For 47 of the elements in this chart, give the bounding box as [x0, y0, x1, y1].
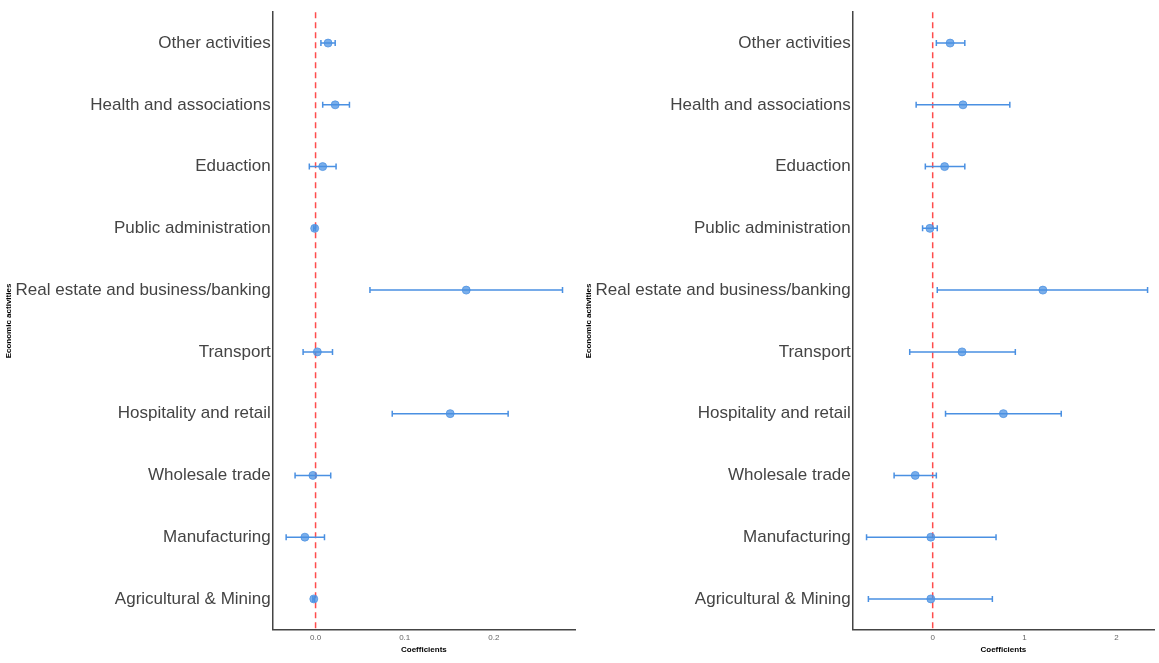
x-tick-label: 0.2 — [488, 632, 500, 642]
point — [945, 38, 955, 48]
point — [940, 162, 950, 172]
x-tick-label: 1 — [1022, 632, 1028, 642]
y-tick-label: Hospitality and retail — [697, 403, 851, 423]
y-tick-label: Agricultural & Mining — [694, 588, 851, 608]
x-tick-label: 0.0 — [310, 632, 322, 642]
y-tick-label: Real estate and business/banking — [15, 279, 271, 299]
y-tick-label: Transport — [198, 341, 272, 361]
y-tick-label: Other activities — [158, 32, 271, 52]
y-tick-label: Eduaction — [775, 156, 851, 176]
y-tick-label: Manufacturing — [163, 526, 271, 546]
y-tick-label: Hospitality and retail — [117, 403, 271, 423]
y-tick-label: Real estate and business/banking — [595, 279, 851, 299]
x-tick-label: 0.1 — [399, 632, 411, 642]
y-tick-label: Health and associations — [90, 94, 271, 114]
point — [461, 285, 471, 295]
y-tick-label: Health and associations — [670, 94, 851, 114]
y-tick-label: Other activities — [738, 32, 851, 52]
point — [1038, 285, 1048, 295]
point — [318, 162, 328, 172]
point — [925, 223, 935, 233]
y-tick-label: Manufacturing — [743, 526, 851, 546]
y-axis-title: Economic activities — [584, 283, 593, 359]
x-tick-label: 0 — [930, 632, 936, 642]
point — [445, 409, 455, 419]
x-axis-title: Coefficients — [980, 645, 1027, 655]
y-tick-label: Public administration — [693, 218, 851, 238]
point — [958, 100, 968, 110]
point — [926, 532, 936, 542]
y-tick-label: Eduaction — [195, 156, 271, 176]
point — [308, 470, 318, 480]
x-tick-label: 2 — [1114, 632, 1120, 642]
point — [330, 100, 340, 110]
y-tick-label: Wholesale trade — [727, 465, 851, 485]
y-tick-label: Public administration — [113, 218, 271, 238]
point — [910, 470, 920, 480]
y-tick-label: Transport — [778, 341, 852, 361]
point — [312, 347, 322, 357]
point — [998, 409, 1008, 419]
y-tick-label: Wholesale trade — [147, 465, 271, 485]
y-axis-title: Economic activities — [4, 283, 13, 359]
point — [300, 532, 310, 542]
x-axis-title: Coefficients — [400, 645, 448, 655]
point — [957, 347, 967, 357]
point — [926, 594, 936, 604]
y-tick-label: Agricultural & Mining — [114, 588, 271, 608]
